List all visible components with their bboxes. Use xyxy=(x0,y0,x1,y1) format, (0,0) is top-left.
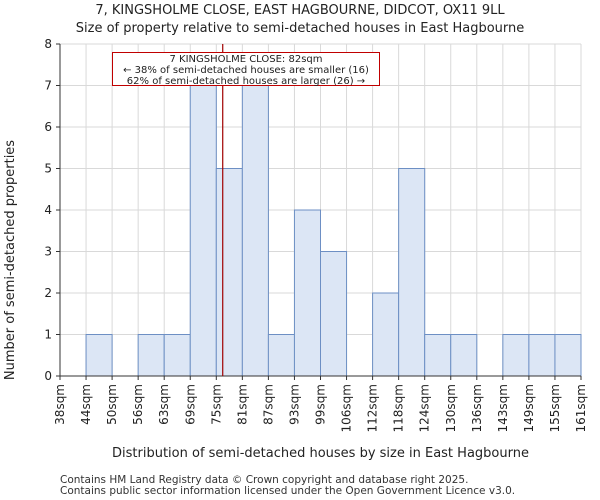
histogram-bar xyxy=(137,334,165,377)
histogram-bar xyxy=(85,334,113,377)
histogram-bar xyxy=(528,334,556,377)
x-tick-label: 93sqm xyxy=(287,384,301,425)
x-tick-label: 124sqm xyxy=(418,384,432,432)
annotation-line-2: ← 38% of semi-detached houses are smalle… xyxy=(123,65,369,76)
x-tick-label: 75sqm xyxy=(209,384,223,425)
x-tick-label: 63sqm xyxy=(157,384,171,425)
property-annotation-box: 7 KINGSHOLME CLOSE: 82sqm ← 38% of semi-… xyxy=(112,52,380,87)
annotation-line-1: 7 KINGSHOLME CLOSE: 82sqm xyxy=(169,54,323,65)
x-tick-label: 143sqm xyxy=(496,384,510,432)
histogram-bar xyxy=(398,168,426,377)
x-tick-label: 50sqm xyxy=(105,384,119,425)
y-tick-label: 0 xyxy=(44,369,52,383)
histogram-bar xyxy=(189,85,217,377)
x-tick-label: 161sqm xyxy=(574,384,588,432)
x-tick-label: 136sqm xyxy=(470,384,484,432)
x-tick-label: 155sqm xyxy=(548,384,562,432)
y-tick-label: 1 xyxy=(44,328,52,342)
footer-copyright: Contains HM Land Registry data © Crown c… xyxy=(60,474,469,486)
y-tick-label: 6 xyxy=(44,120,52,134)
chart-subtitle: Size of property relative to semi-detach… xyxy=(75,21,525,36)
x-tick-label: 130sqm xyxy=(444,384,458,432)
x-tick-label: 99sqm xyxy=(314,384,328,425)
y-axis-title: Number of semi-detached properties xyxy=(3,140,18,380)
y-tick-label: 8 xyxy=(44,37,52,51)
x-tick-label: 38sqm xyxy=(53,384,67,425)
histogram-bar xyxy=(215,168,243,377)
x-tick-label: 106sqm xyxy=(340,384,354,432)
footer-licence: Contains public sector information licen… xyxy=(60,485,516,497)
histogram-bar xyxy=(424,334,452,377)
histogram-bar xyxy=(293,209,322,377)
chart-title: 7, KINGSHOLME CLOSE, EAST HAGBOURNE, DID… xyxy=(95,3,505,18)
x-tick-label: 112sqm xyxy=(366,384,380,432)
x-tick-label: 44sqm xyxy=(79,384,93,425)
x-tick-label: 118sqm xyxy=(392,384,406,432)
histogram-bar xyxy=(502,334,530,377)
y-tick-label: 7 xyxy=(44,79,52,93)
x-axis-title: Distribution of semi-detached houses by … xyxy=(112,446,529,461)
y-tick-label: 3 xyxy=(44,245,52,259)
histogram-bar xyxy=(241,85,269,377)
y-tick-label: 4 xyxy=(44,203,52,217)
x-tick-label: 81sqm xyxy=(235,384,249,425)
histogram-bar xyxy=(163,334,191,377)
histogram-bar xyxy=(450,334,478,377)
y-tick-label: 2 xyxy=(44,286,52,300)
annotation-line-3: 62% of semi-detached houses are larger (… xyxy=(126,76,366,87)
histogram-bar xyxy=(372,292,400,377)
x-tick-label: 87sqm xyxy=(261,384,275,425)
x-tick-label: 56sqm xyxy=(131,384,145,425)
histogram-bar xyxy=(267,334,295,377)
x-tick-label: 149sqm xyxy=(522,384,536,432)
histogram-bar xyxy=(320,251,348,377)
x-tick-label: 69sqm xyxy=(183,384,197,425)
histogram-bar xyxy=(554,334,582,377)
y-tick-label: 5 xyxy=(44,162,52,176)
